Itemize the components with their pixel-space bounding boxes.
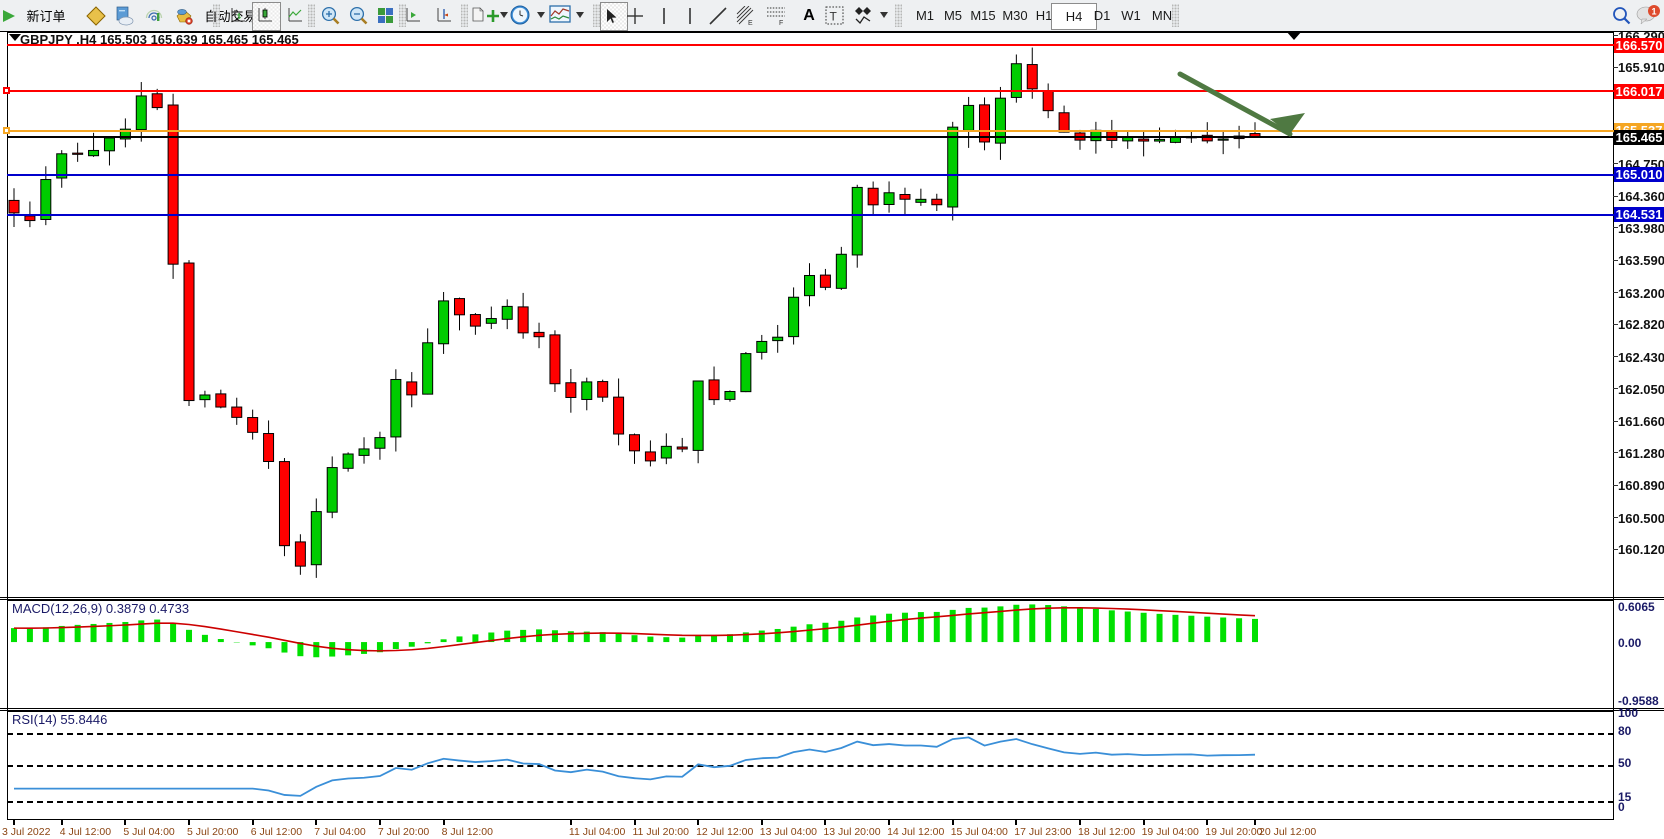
svg-text:E: E (748, 20, 753, 26)
svg-text:1: 1 (1651, 6, 1656, 16)
svg-text:T: T (829, 10, 837, 24)
svg-text:F: F (779, 20, 783, 26)
